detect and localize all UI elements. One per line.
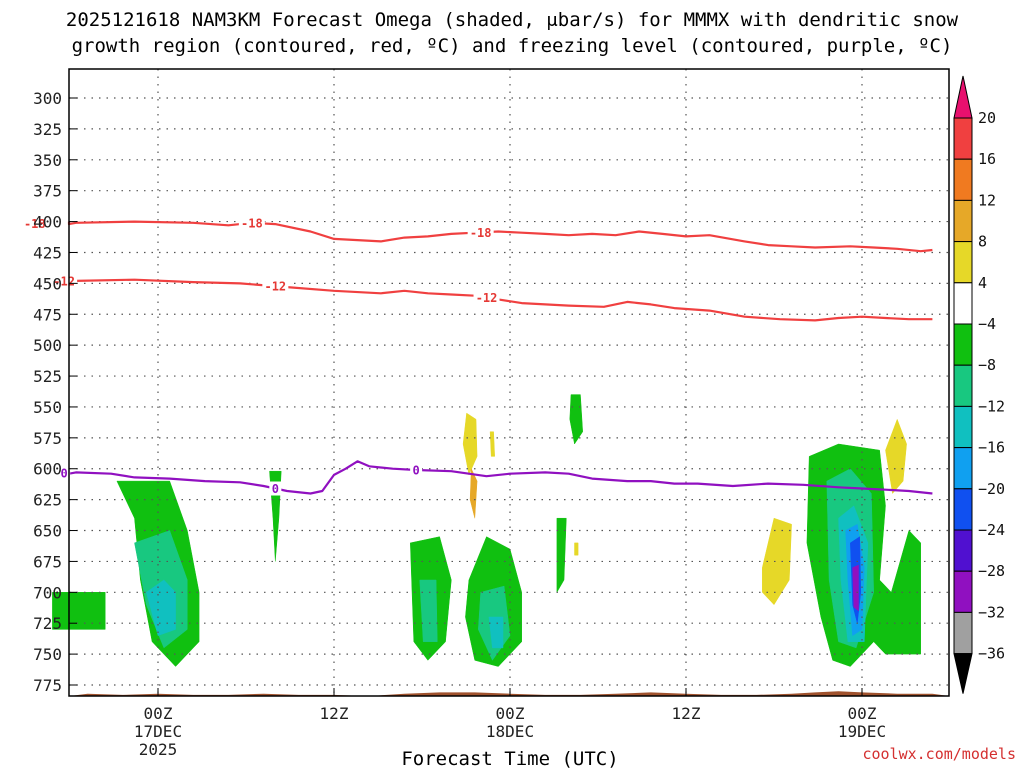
omega-ascent-06 bbox=[419, 579, 438, 642]
colorbar-label-8: −16 bbox=[978, 439, 1005, 457]
y-tick-label-525: 525 bbox=[33, 367, 62, 386]
freezing-level-label-2: 0 bbox=[413, 463, 420, 477]
omega-descent-05 bbox=[885, 419, 907, 494]
omega-descent-03 bbox=[574, 542, 579, 556]
colorbar-bin-13 bbox=[953, 611, 973, 655]
minus-18-isotherm-label-2: -18 bbox=[470, 226, 492, 240]
freezing-level-label-1: 0 bbox=[272, 482, 279, 496]
omega-descent-04 bbox=[762, 517, 792, 605]
y-tick-label-375: 375 bbox=[33, 182, 62, 201]
y-tick-label-775: 775 bbox=[33, 676, 62, 695]
y-tick-label-350: 350 bbox=[33, 151, 62, 170]
colorbar-label-3: 8 bbox=[978, 233, 987, 251]
plot-frame bbox=[68, 68, 950, 697]
y-tick-label-750: 750 bbox=[33, 645, 62, 664]
minus-18-isotherm-label-bg-2 bbox=[467, 225, 494, 240]
colorbar-label-2: 12 bbox=[978, 191, 996, 209]
x-tick-label-30-0: 00Z bbox=[496, 704, 525, 723]
colorbar-bin-9 bbox=[953, 447, 973, 490]
freezing-level-label-0: 0 bbox=[61, 467, 68, 481]
minus-18-isotherm-label-0: -18 bbox=[24, 217, 46, 231]
x-axis-label: Forecast Time (UTC) bbox=[401, 748, 618, 768]
omega-ascent-03 bbox=[146, 579, 176, 636]
minus-12-isotherm-label-bg-1 bbox=[262, 279, 289, 294]
minus-12-isotherm-label-bg-0 bbox=[51, 274, 78, 289]
watermark: coolwx.com/models bbox=[862, 745, 1016, 763]
minus-18-isotherm-label-1: -18 bbox=[241, 216, 263, 230]
colorbar-bin-10 bbox=[953, 488, 973, 531]
x-tick-label-60-0: 00Z bbox=[848, 704, 877, 723]
x-tick-label-0-1: 17DEC bbox=[134, 722, 182, 741]
y-tick-label-550: 550 bbox=[33, 398, 62, 417]
colorbar-bin-1 bbox=[953, 117, 973, 160]
y-tick-label-500: 500 bbox=[33, 336, 62, 355]
y-tick-label-325: 325 bbox=[33, 120, 62, 139]
y-tick-label-300: 300 bbox=[33, 89, 62, 108]
x-tick-label-0-0: 00Z bbox=[144, 704, 173, 723]
colorbar-bin-12 bbox=[953, 570, 973, 613]
colorbar-bin-7 bbox=[953, 364, 973, 407]
omega-ascent-11 bbox=[556, 517, 567, 593]
omega-descent-01 bbox=[462, 412, 478, 476]
omega-descent-02 bbox=[489, 431, 495, 457]
freezing-level-label-bg-0 bbox=[58, 466, 71, 481]
y-tick-label-650: 650 bbox=[33, 522, 62, 541]
colorbar: 20 16 12 8 4 −4 −8 −12 −16 −20 −24 −28 −32 −36 bbox=[953, 75, 1005, 694]
freezing-level-label-bg-1 bbox=[269, 481, 282, 496]
x-tick-label-45-0: 12Z bbox=[672, 704, 701, 723]
colorbar-label-7: −12 bbox=[978, 397, 1005, 415]
y-tick-label-600: 600 bbox=[33, 460, 62, 479]
colorbar-bin-5 bbox=[953, 282, 973, 325]
y-tick-label-450: 450 bbox=[33, 274, 62, 293]
omega-descent-06 bbox=[469, 468, 478, 519]
y-tick-label-625: 625 bbox=[33, 491, 62, 510]
y-tick-label-725: 725 bbox=[33, 614, 62, 633]
minus-12-isotherm-label-bg-2 bbox=[473, 290, 500, 305]
chart-title-line-1: 2025121618 NAM3KM Forecast Omega (shaded… bbox=[66, 9, 959, 31]
colorbar-cap-bottom bbox=[953, 653, 973, 694]
y-axis: 300 325 350 375 400 425 450 475 500 525 550 575 600 6… bbox=[33, 89, 77, 695]
minus-18-isotherm-label-bg-1 bbox=[238, 215, 265, 230]
minus-12-isotherm-label-2: -12 bbox=[476, 291, 498, 305]
freezing-level-label-bg-2 bbox=[410, 462, 423, 477]
colorbar-label-10: −24 bbox=[978, 521, 1005, 539]
x-tick-label-0-2: 2025 bbox=[139, 740, 178, 759]
y-tick-label-425: 425 bbox=[33, 243, 62, 262]
x-tick-label-15-0: 12Z bbox=[320, 704, 349, 723]
colorbar-bin-8 bbox=[953, 405, 973, 449]
y-tick-label-575: 575 bbox=[33, 429, 62, 448]
colorbar-bin-11 bbox=[953, 529, 973, 572]
colorbar-bin-3 bbox=[953, 199, 973, 243]
chart-title-line-2: growth region (contoured, red, ºC) and f… bbox=[72, 35, 953, 57]
x-tick-label-60-1: 19DEC bbox=[838, 722, 886, 741]
colorbar-label-11: −28 bbox=[978, 562, 1005, 580]
y-tick-label-700: 700 bbox=[33, 583, 62, 602]
colorbar-label-5: −4 bbox=[978, 315, 996, 333]
omega-ascent-09 bbox=[488, 616, 504, 649]
colorbar-label-12: −32 bbox=[978, 603, 1005, 621]
colorbar-bin-2 bbox=[953, 158, 973, 201]
colorbar-bin-6 bbox=[953, 323, 973, 366]
x-tick-label-30-1: 18DEC bbox=[486, 722, 534, 741]
colorbar-label-13: −36 bbox=[978, 645, 1005, 663]
minus-12-isotherm bbox=[67, 278, 933, 322]
minus-18-isotherm-label-bg-0 bbox=[21, 216, 48, 231]
colorbar-label-9: −20 bbox=[978, 480, 1005, 498]
colorbar-label-4: 4 bbox=[978, 274, 987, 292]
minus-12-isotherm-label-1: -12 bbox=[264, 280, 286, 294]
y-tick-label-400: 400 bbox=[33, 213, 62, 232]
colorbar-label-0: 20 bbox=[978, 109, 996, 127]
colorbar-label-6: −8 bbox=[978, 356, 996, 374]
omega-ascent-17 bbox=[852, 564, 859, 612]
omega-ascent-01b bbox=[52, 592, 106, 630]
y-tick-label-475: 475 bbox=[33, 305, 62, 324]
colorbar-bin-4 bbox=[953, 241, 973, 284]
y-tick-label-675: 675 bbox=[33, 552, 62, 571]
colorbar-label-1: 16 bbox=[978, 150, 996, 168]
